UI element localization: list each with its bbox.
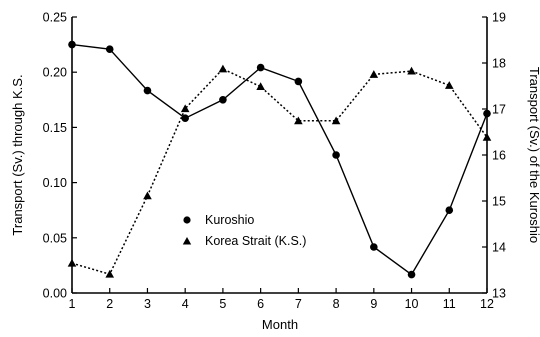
right-tick-label: 13 [492,287,506,301]
left-tick-label: 0.05 [43,231,67,245]
korea-strait-point [67,258,77,267]
legend-korea-strait-marker [182,237,192,245]
kuroshio-point [219,96,227,104]
x-tick-label: 10 [405,297,419,311]
x-tick-label: 6 [257,297,264,311]
kuroshio-series-line [71,43,488,276]
right-tick-label: 14 [492,241,506,255]
series-layer [67,40,492,279]
korea-strait-point [444,81,454,89]
x-tick-label: 1 [69,297,76,311]
legend: Kuroshio Korea Strait (K.S.) [182,213,306,248]
x-axis-title: Month [262,317,298,332]
right-axis-title: Transport (Sv.) of the Kuroshio [527,67,540,243]
legend-kuroshio-marker [183,216,191,224]
right-tick-label: 16 [492,149,506,163]
left-tick-label: 0.20 [43,66,67,80]
kuroshio-point [407,270,416,279]
korea-strait-point [482,133,492,141]
korea-strait-point [369,70,379,78]
korea-strait-point [105,269,115,278]
left-tick-label: 0.00 [43,287,67,301]
right-tick-label: 18 [492,57,506,71]
kuroshio-point [256,63,265,72]
x-tick-label: 7 [295,297,302,311]
korea-strait-point [256,82,265,90]
left-tick-label: 0.25 [43,11,67,25]
right-tick-label: 15 [492,195,506,209]
korea-strait-point [407,66,416,75]
korea-strait-point [294,116,303,125]
right-tick-label: 17 [492,103,506,117]
kuroshio-point [68,40,76,49]
kuroshio-point [370,243,378,251]
x-tick-label: 2 [106,297,113,311]
left-tick-label: 0.10 [43,176,67,190]
legend-korea-strait-label: Korea Strait (K.S.) [205,234,306,248]
korea-strait-point [218,64,228,73]
right-axis-ticks: 13 14 15 16 17 18 19 [482,11,506,301]
kuroshio-point [143,86,152,95]
kuroshio-point [445,206,454,214]
korea-strait-point [331,116,341,125]
kuroshio-point [181,114,189,122]
x-tick-label: 8 [333,297,340,311]
x-tick-label: 3 [144,297,151,311]
x-tick-label: 5 [219,297,226,311]
x-axis-ticks: 1 2 3 4 5 6 7 8 9 10 11 12 [69,288,494,311]
kuroshio-point [483,109,491,118]
x-tick-label: 11 [443,297,456,311]
right-tick-label: 19 [492,11,506,25]
korea-strait-point [180,104,190,113]
legend-kuroshio-label: Kuroshio [205,213,254,227]
x-tick-label: 4 [182,297,189,311]
x-tick-label: 12 [480,297,494,311]
x-tick-label: 9 [370,297,377,311]
kuroshio-point [294,77,303,86]
left-axis-title: Transport (Sv.) through K.S. [10,74,25,235]
korea-strait-point [143,191,152,200]
kuroshio-point [105,45,114,53]
left-axis-ticks: 0.00 0.05 0.10 0.15 0.20 0.25 [43,11,77,301]
kuroshio-point [332,151,340,159]
left-tick-label: 0.15 [43,121,67,135]
